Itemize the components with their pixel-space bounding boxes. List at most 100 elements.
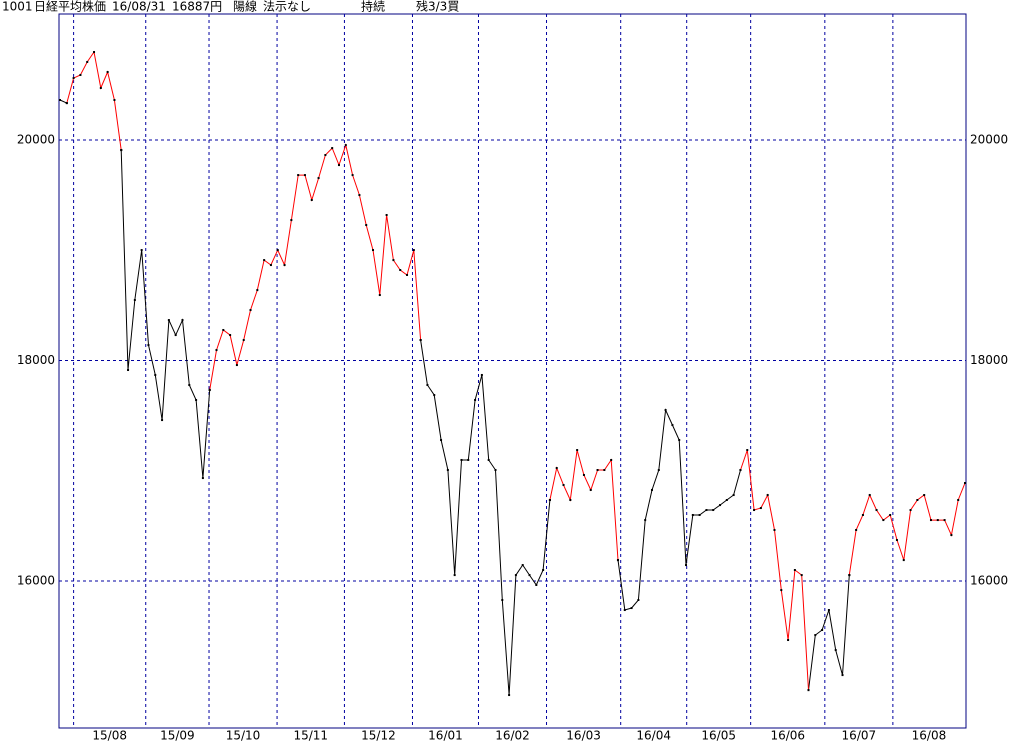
- price-dot: [732, 494, 735, 497]
- x-tick-label: 16/06: [770, 729, 805, 743]
- price-dot: [201, 477, 204, 480]
- price-dot: [133, 298, 136, 301]
- price-dot: [406, 273, 409, 276]
- price-dot: [365, 224, 368, 227]
- x-tick-label: 16/03: [566, 729, 601, 743]
- price-dot: [310, 198, 313, 201]
- price-dot: [195, 398, 198, 401]
- price-dot: [712, 509, 715, 512]
- price-dot: [657, 469, 660, 472]
- price-dot: [834, 649, 837, 652]
- price-dot: [297, 174, 300, 177]
- price-dot: [603, 469, 606, 472]
- price-dot: [562, 484, 565, 487]
- price-dot: [79, 73, 82, 76]
- price-dot: [113, 98, 116, 101]
- price-dot: [399, 269, 402, 272]
- price-dot: [453, 574, 456, 577]
- price-dot: [72, 77, 75, 80]
- price-dot: [569, 498, 572, 501]
- price-dot: [923, 494, 926, 497]
- price-dot: [841, 674, 844, 677]
- price-dot: [909, 509, 912, 512]
- price-dot: [188, 384, 191, 387]
- x-tick-label: 16/08: [912, 729, 947, 743]
- y2-tick-label: 20000: [970, 133, 1008, 147]
- price-dot: [290, 219, 293, 222]
- price-dot: [440, 439, 443, 442]
- price-dot: [344, 144, 347, 147]
- price-dot: [916, 498, 919, 501]
- price-dot: [235, 364, 238, 367]
- candle: 陽線: [233, 0, 257, 14]
- price-dot: [229, 334, 232, 337]
- price-dot: [875, 509, 878, 512]
- price-dot: [147, 344, 150, 347]
- x-tick-label: 16/07: [842, 729, 877, 743]
- price-dot: [725, 498, 728, 501]
- price-dot: [548, 498, 551, 501]
- price-dot: [269, 264, 272, 267]
- price-dot: [576, 449, 579, 452]
- price-dot: [582, 473, 585, 476]
- price-dot: [787, 639, 790, 642]
- price-dot: [861, 513, 864, 516]
- price-dot: [480, 373, 483, 376]
- price-dot: [93, 51, 96, 54]
- y-tick-label: 16000: [17, 574, 55, 588]
- price-dot: [616, 559, 619, 562]
- x-tick-label: 15/09: [160, 729, 195, 743]
- price-dot: [827, 609, 830, 612]
- price-dot: [589, 488, 592, 491]
- price-dot: [242, 339, 245, 342]
- price-dot: [378, 294, 381, 297]
- code: 1001: [2, 0, 33, 14]
- price-dot: [303, 174, 306, 177]
- price-dot: [127, 369, 130, 372]
- price-dot: [521, 564, 524, 567]
- price-dot: [630, 607, 633, 610]
- price-dot: [793, 569, 796, 572]
- price-dot: [161, 419, 164, 422]
- date: 16/08/31: [112, 0, 166, 14]
- plot-frame: [58, 13, 967, 729]
- price-dot: [154, 373, 157, 376]
- price-dot: [276, 249, 279, 252]
- price-dot: [351, 174, 354, 177]
- price-dot: [392, 259, 395, 262]
- price: 16887円: [172, 0, 222, 14]
- price-dot: [283, 264, 286, 267]
- price-dot: [821, 628, 824, 631]
- x-tick-label: 15/11: [293, 729, 328, 743]
- price-dot: [474, 398, 477, 401]
- price-dot: [317, 177, 320, 180]
- price-dot: [358, 194, 361, 197]
- price-dot: [467, 458, 470, 461]
- price-dot: [739, 469, 742, 472]
- price-dot: [685, 564, 688, 567]
- price-dot: [528, 574, 531, 577]
- price-dot: [324, 154, 327, 157]
- price-dot: [664, 409, 667, 412]
- price-dot: [936, 519, 939, 522]
- price-dot: [433, 394, 436, 397]
- x-tick-label: 16/05: [701, 729, 736, 743]
- price-dot: [426, 384, 429, 387]
- y2-tick-label: 16000: [970, 574, 1008, 588]
- x-tick-label: 16/02: [495, 729, 530, 743]
- price-dot: [514, 574, 517, 577]
- x-tick-label: 15/08: [92, 729, 127, 743]
- price-dot: [753, 509, 756, 512]
- price-dot: [487, 458, 490, 461]
- price-dot: [807, 689, 810, 692]
- price-dot: [773, 528, 776, 531]
- price-dot: [174, 334, 177, 337]
- price-dot: [929, 519, 932, 522]
- price-dot: [222, 328, 225, 331]
- price-dot: [623, 609, 626, 612]
- price-dot: [331, 147, 334, 150]
- price-dot: [86, 60, 89, 63]
- x-tick-label: 15/10: [226, 729, 261, 743]
- x-tick-label: 15/12: [361, 729, 396, 743]
